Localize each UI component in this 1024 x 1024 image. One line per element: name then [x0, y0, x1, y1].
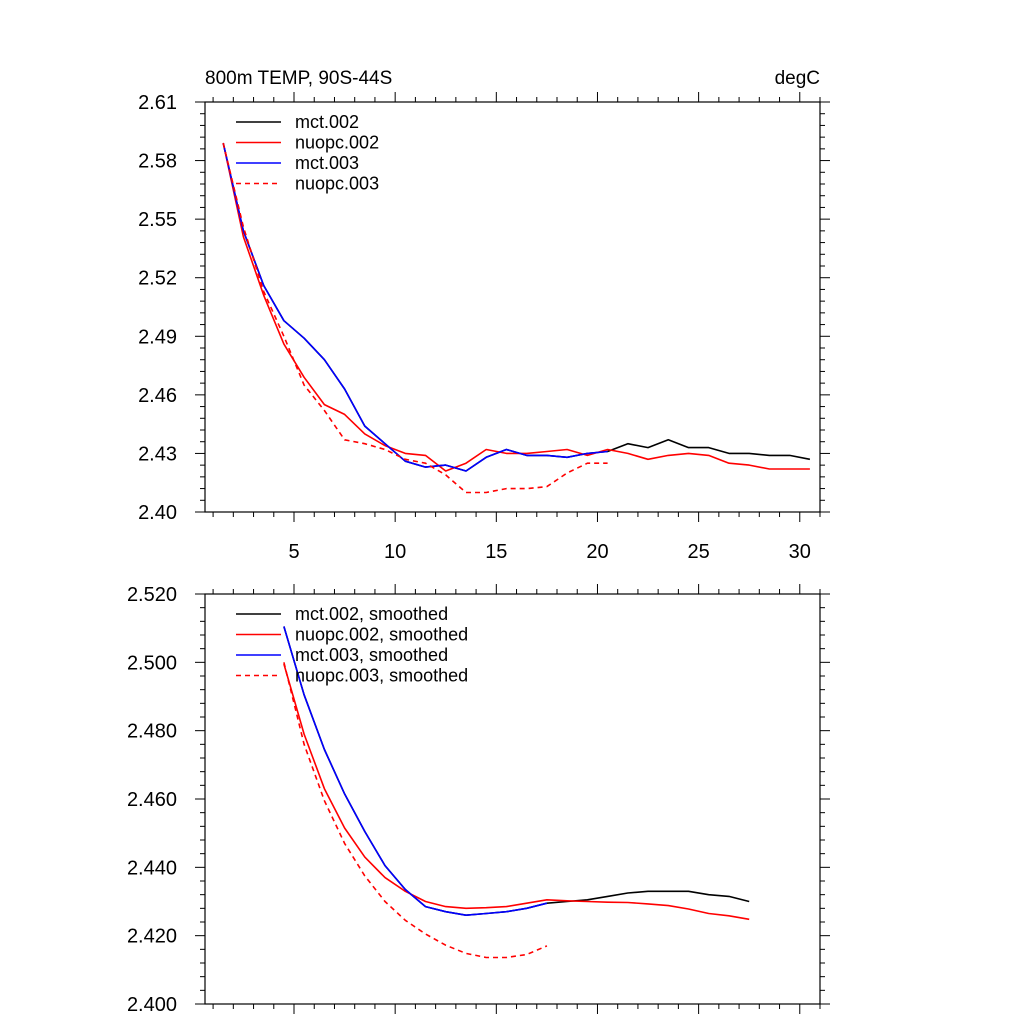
- x-tick-label: 15: [485, 541, 507, 563]
- legend-label: mct.003, smoothed: [295, 645, 448, 665]
- y-tick-label: 2.61: [138, 92, 177, 114]
- y-tick-label: 2.480: [127, 721, 177, 743]
- x-tick-label: 25: [687, 541, 709, 563]
- x-tick-label: 20: [586, 541, 608, 563]
- y-tick-label: 2.43: [138, 443, 177, 465]
- series-line-nuopc-002: [222, 142, 810, 472]
- chart-title: 800m TEMP, 90S-44S: [205, 68, 392, 89]
- plot-frame: [204, 101, 821, 513]
- y-tick-label: 2.400: [127, 994, 177, 1016]
- y-tick-label: 2.520: [127, 584, 177, 606]
- y-tick-label: 2.440: [127, 857, 177, 879]
- y-tick-label: 2.40: [138, 502, 177, 524]
- legend-label: nuopc.003, smoothed: [295, 666, 468, 686]
- y-tick-label: 2.58: [138, 151, 177, 173]
- x-tick-label: 5: [288, 541, 299, 563]
- legend-label: nuopc.002: [295, 133, 379, 153]
- y-tick-label: 2.49: [138, 326, 177, 348]
- series-line-nuopc-003: [222, 142, 608, 494]
- bottom-panel: 2.400 2.420 2.440 2.460 2.480 2.500 2.520 mct.0…: [127, 584, 830, 1016]
- legend-label: mct.002: [295, 112, 359, 132]
- y-tick-label: 2.46: [138, 385, 177, 407]
- series-line-nuopc-002-smoothed: [283, 663, 750, 921]
- series-line-mct-003: [222, 142, 608, 472]
- top-panel-marks: 2.40 2.43 2.46 2.49 2.52 2.55 2.58 2.61 5 10 15 20 2…: [138, 92, 830, 563]
- chart-units: degC: [775, 68, 820, 89]
- y-tick-label: 2.460: [127, 789, 177, 811]
- x-tick-label: 10: [384, 541, 406, 563]
- top-panel: 800m TEMP, 90S-44S degC 2.40 2.43 2.46 2.49…: [138, 68, 830, 563]
- series-line-nuopc-003-smoothed: [283, 662, 548, 959]
- legend-label: mct.003: [295, 153, 359, 173]
- series-line-mct-003-smoothed: [283, 626, 548, 917]
- bottom-panel-marks: 2.400 2.420 2.440 2.460 2.480 2.500 2.520 mct.0…: [127, 584, 830, 1016]
- legend-label: nuopc.002, smoothed: [295, 625, 468, 645]
- y-tick-label: 2.500: [127, 652, 177, 674]
- legend-label: nuopc.003: [295, 174, 379, 194]
- y-tick-label: 2.420: [127, 926, 177, 948]
- legend-label: mct.002, smoothed: [295, 604, 448, 624]
- y-tick-label: 2.52: [138, 268, 177, 290]
- y-tick-label: 2.55: [138, 209, 177, 231]
- x-tick-label: 30: [789, 541, 811, 563]
